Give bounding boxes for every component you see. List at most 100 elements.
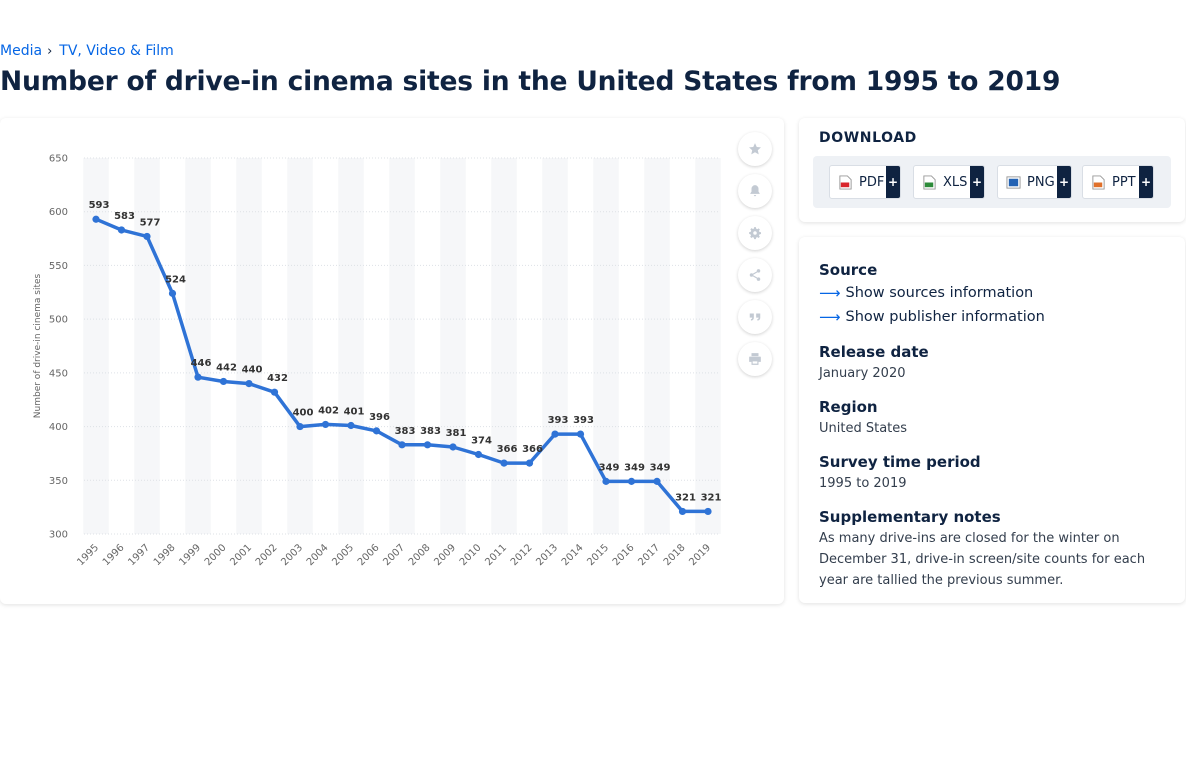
star-icon xyxy=(749,143,761,155)
data-label: 432 xyxy=(267,373,288,384)
column-band xyxy=(440,158,466,534)
column-band xyxy=(695,158,721,534)
download-ppt-button[interactable]: PPT + xyxy=(1082,165,1154,199)
x-tick-label: 2000 xyxy=(203,542,229,568)
data-point[interactable] xyxy=(321,420,330,429)
data-point[interactable] xyxy=(678,507,687,516)
column-band xyxy=(134,158,160,534)
x-tick-label: 2009 xyxy=(432,542,458,568)
show-publisher-text: Show publisher information xyxy=(845,309,1045,325)
survey-period-label: Survey time period xyxy=(819,453,981,471)
data-label: 524 xyxy=(165,274,186,285)
data-point[interactable] xyxy=(270,388,279,396)
column-band xyxy=(236,158,262,534)
favorite-button[interactable] xyxy=(738,132,772,166)
gear-icon xyxy=(749,227,762,240)
supplementary-notes-value: As many drive-ins are closed for the win… xyxy=(819,531,1146,588)
show-sources-link[interactable]: ⟶ Show sources information xyxy=(819,284,1033,302)
data-label: 400 xyxy=(293,408,314,419)
x-tick-label: 2005 xyxy=(330,542,356,568)
data-point[interactable] xyxy=(500,459,508,467)
download-xls-plus: + xyxy=(970,166,984,198)
data-point[interactable] xyxy=(602,477,610,485)
y-axis-label: Number of drive-in cinema sites xyxy=(33,273,43,418)
print-button[interactable] xyxy=(738,342,772,376)
arrow-right-icon: ⟶ xyxy=(819,284,841,302)
download-png-label: PNG xyxy=(1027,174,1055,190)
download-pdf-plus: + xyxy=(886,166,900,198)
data-point[interactable] xyxy=(117,226,126,234)
data-label: 349 xyxy=(624,462,645,473)
data-point[interactable] xyxy=(219,377,228,386)
quote-icon xyxy=(749,313,761,321)
download-title: DOWNLOAD xyxy=(819,130,917,146)
data-point[interactable] xyxy=(474,450,483,459)
download-xls-label: XLS xyxy=(943,174,968,190)
data-point[interactable] xyxy=(194,373,202,381)
data-label: 446 xyxy=(191,358,212,369)
download-png-button[interactable]: PNG + xyxy=(997,165,1072,199)
data-label: 349 xyxy=(599,462,620,473)
png-file-icon xyxy=(1006,175,1021,189)
data-point[interactable] xyxy=(653,477,661,485)
data-label: 393 xyxy=(548,415,569,426)
chart-toolbar xyxy=(738,132,772,384)
share-button[interactable] xyxy=(738,258,772,292)
download-xls-button[interactable]: XLS + xyxy=(913,165,985,199)
column-band xyxy=(644,158,670,534)
data-label: 396 xyxy=(369,412,390,423)
breadcrumb-tv-video-film[interactable]: TV, Video & Film xyxy=(59,43,174,59)
data-point[interactable] xyxy=(551,430,559,438)
data-point[interactable] xyxy=(92,215,100,223)
data-point[interactable] xyxy=(143,232,151,241)
breadcrumb-media[interactable]: Media xyxy=(0,43,43,59)
column-band xyxy=(542,158,568,534)
x-tick-label: 2008 xyxy=(407,542,433,568)
x-tick-label: 2003 xyxy=(279,542,305,568)
data-point[interactable] xyxy=(347,421,355,430)
data-point[interactable] xyxy=(423,441,432,449)
data-label: 577 xyxy=(140,217,161,228)
data-point[interactable] xyxy=(372,427,381,435)
print-icon xyxy=(749,353,761,365)
cite-button[interactable] xyxy=(738,300,772,334)
x-tick-label: 2011 xyxy=(483,542,509,568)
breadcrumb-separator: › xyxy=(47,43,53,59)
x-tick-label: 2019 xyxy=(687,542,713,568)
data-label: 321 xyxy=(675,492,696,503)
show-publisher-link[interactable]: ⟶ Show publisher information xyxy=(819,308,1045,326)
x-tick-label: 2012 xyxy=(509,542,535,568)
breadcrumb: Media › TV, Video & Film xyxy=(0,43,174,59)
data-label: 442 xyxy=(216,362,237,373)
data-point[interactable] xyxy=(576,430,585,438)
download-pdf-button[interactable]: PDF + xyxy=(829,165,901,199)
y-tick-label: 650 xyxy=(49,154,68,165)
y-tick-label: 300 xyxy=(49,530,68,541)
x-tick-label: 1996 xyxy=(101,542,127,568)
data-label: 349 xyxy=(650,462,671,473)
show-sources-text: Show sources information xyxy=(845,285,1034,301)
data-label: 401 xyxy=(344,406,365,417)
column-band xyxy=(338,158,364,534)
data-point[interactable] xyxy=(296,422,304,431)
x-tick-label: 1998 xyxy=(152,542,178,568)
data-point[interactable] xyxy=(168,289,177,297)
share-icon xyxy=(749,269,761,281)
release-date-label: Release date xyxy=(819,343,929,361)
settings-button[interactable] xyxy=(738,216,772,250)
data-label: 374 xyxy=(471,436,492,447)
data-point[interactable] xyxy=(398,441,406,449)
data-point[interactable] xyxy=(704,507,712,516)
data-point[interactable] xyxy=(449,443,457,451)
alert-button[interactable] xyxy=(738,174,772,208)
data-point[interactable] xyxy=(627,477,636,485)
data-point[interactable] xyxy=(525,459,534,467)
x-tick-label: 2006 xyxy=(356,542,382,568)
data-label: 583 xyxy=(114,211,135,222)
region-label: Region xyxy=(819,398,878,416)
data-point[interactable] xyxy=(245,380,253,388)
data-label: 393 xyxy=(573,415,594,426)
y-tick-label: 400 xyxy=(49,422,68,433)
data-label: 383 xyxy=(395,426,416,437)
